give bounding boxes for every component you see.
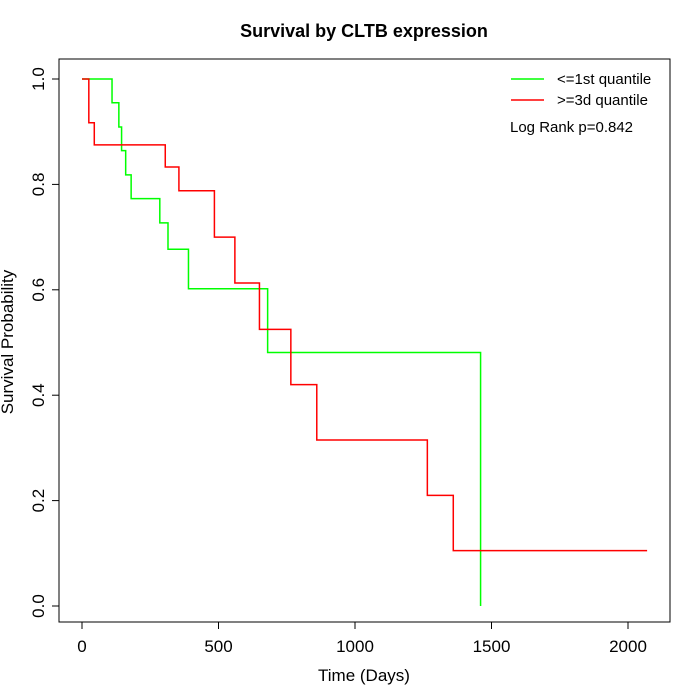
y-tick-label: 0.0 [29, 594, 48, 618]
series-layer [82, 78, 648, 606]
log-rank-annotation: Log Rank p=0.842 [510, 119, 633, 136]
y-tick-label: 0.8 [29, 173, 48, 197]
plot-frame [58, 58, 671, 623]
legend: <=1st quantile >=3d quantile [511, 71, 651, 109]
legend-label-series-2: >=3d quantile [557, 92, 648, 109]
y-tick-label: 0.2 [29, 489, 48, 513]
series-line-2 [82, 78, 648, 552]
chart-title: Survival by CLTB expression [240, 21, 488, 41]
y-tick-label: 0.6 [29, 278, 48, 302]
legend-label-series-1: <=1st quantile [557, 71, 651, 88]
x-tick-label: 2000 [609, 637, 647, 656]
x-tick-label: 500 [204, 637, 232, 656]
series-line-1 [82, 78, 482, 606]
y-tick-label: 1.0 [29, 67, 48, 91]
y-axis: 0.0 0.2 0.4 0.6 0.8 1.0 [29, 67, 60, 618]
x-tick-label: 1500 [473, 637, 511, 656]
x-axis: 0 500 1000 1500 2000 [77, 621, 647, 656]
y-tick-label: 0.4 [29, 383, 48, 407]
x-tick-label: 1000 [336, 637, 374, 656]
y-axis-label: Survival Probability [0, 269, 17, 414]
x-tick-label: 0 [77, 637, 86, 656]
x-axis-label: Time (Days) [318, 666, 410, 685]
